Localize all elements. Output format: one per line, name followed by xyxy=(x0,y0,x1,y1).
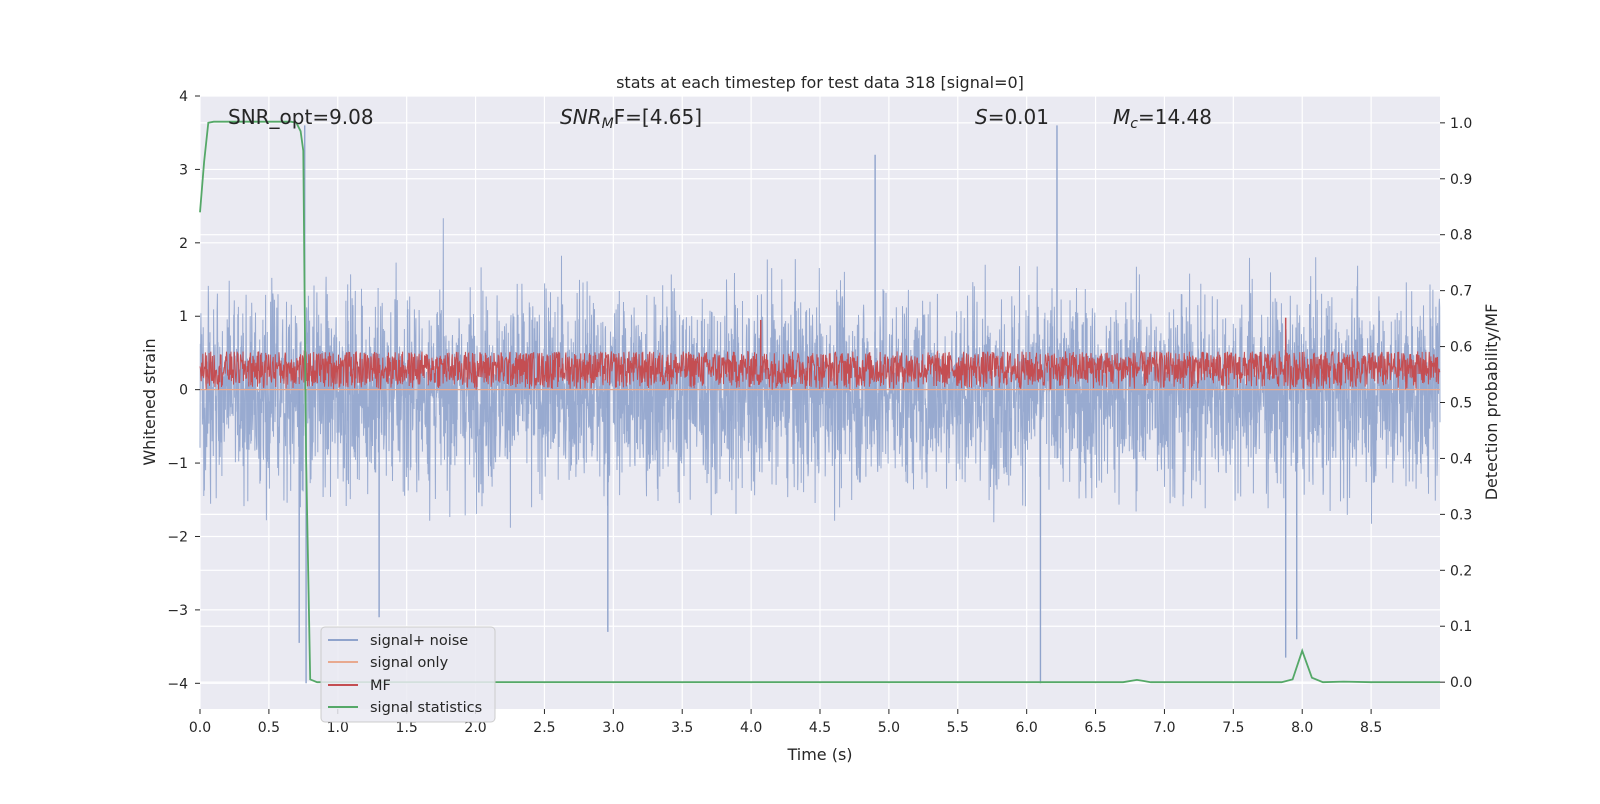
x-tick-label: 8.0 xyxy=(1291,720,1313,736)
x-tick-label: 2.0 xyxy=(464,720,486,736)
series-signal-noise xyxy=(199,125,1441,684)
x-tick-label: 6.0 xyxy=(1016,720,1038,736)
x-tick-label: 0.0 xyxy=(189,720,211,736)
x-tick-label: 6.5 xyxy=(1084,720,1106,736)
y-right-tick-label: 0.2 xyxy=(1450,563,1472,579)
x-tick-label: 1.5 xyxy=(396,720,418,736)
x-tick-label: 8.5 xyxy=(1360,720,1382,736)
mf-line xyxy=(199,350,1441,391)
annotation-mc: Mc=14.48 xyxy=(1113,105,1212,132)
legend-label-signal-noise: signal+ noise xyxy=(370,633,468,649)
y-left-tick-label: −2 xyxy=(167,529,188,545)
y-right-tick-label: 0.1 xyxy=(1450,619,1472,635)
x-tick-label: 7.5 xyxy=(1222,720,1244,736)
y-left-tick-label: 3 xyxy=(179,162,188,178)
y-left-tick-label: −1 xyxy=(167,456,188,472)
x-tick-label: 3.5 xyxy=(671,720,693,736)
y-right-tick-label: 0.8 xyxy=(1450,228,1472,244)
legend-box xyxy=(320,626,496,723)
annotation-snr-opt: SNR_opt=9.08 xyxy=(228,105,374,129)
y-right-tick-label: 0.0 xyxy=(1450,675,1472,691)
x-tick-label: 4.0 xyxy=(740,720,762,736)
x-tick-label: 5.5 xyxy=(947,720,969,736)
legend: signal+ noise signal only MF signal stat… xyxy=(320,626,496,723)
y-right-tick-label: 0.3 xyxy=(1450,507,1472,523)
x-axis-ticks: 0.0 0.5 1.0 1.5 2.0 2.5 3.0 3.5 4.0 4.5 5.0 5.5 6.0 6… xyxy=(189,709,1382,736)
annotation-s: S=0.01 xyxy=(975,105,1049,129)
y-axis-right-label: Detection probability/MF xyxy=(1482,304,1501,501)
x-tick-label: 5.0 xyxy=(878,720,900,736)
series-mf xyxy=(199,317,1441,391)
y-left-tick-label: 2 xyxy=(179,236,188,252)
x-tick-label: 3.0 xyxy=(602,720,624,736)
x-tick-label: 2.5 xyxy=(533,720,555,736)
y-right-tick-label: 0.4 xyxy=(1450,451,1472,467)
y-right-tick-label: 0.6 xyxy=(1450,340,1472,356)
x-tick-label: 0.5 xyxy=(258,720,280,736)
legend-label-signal-only: signal only xyxy=(370,655,449,671)
x-tick-label: 1.0 xyxy=(327,720,349,736)
y-left-tick-label: 1 xyxy=(179,309,188,325)
y-axis-left-label: Whitened strain xyxy=(140,338,159,465)
x-tick-label: 7.0 xyxy=(1153,720,1175,736)
legend-label-mf: MF xyxy=(370,678,391,694)
y-axis-left-ticks: 4 3 2 1 0 −1 −2 −3 −4 xyxy=(167,89,200,692)
y-right-tick-label: 0.5 xyxy=(1450,396,1472,412)
signal-statistics-line xyxy=(199,120,1440,684)
x-tick-label: 4.5 xyxy=(809,720,831,736)
y-left-tick-label: 4 xyxy=(179,89,188,105)
y-right-tick-label: 0.7 xyxy=(1450,284,1472,300)
series-signal-statistics xyxy=(199,120,1440,684)
y-axis-right-ticks: 1.0 0.9 0.8 0.7 0.6 0.5 0.4 0.3 0.2 0.1 0.0 xyxy=(1440,116,1472,691)
signal-noise-line xyxy=(199,218,1441,528)
chart-title: stats at each timestep for test data 318… xyxy=(616,73,1024,92)
x-axis-label: Time (s) xyxy=(786,745,852,764)
y-right-tick-label: 0.9 xyxy=(1450,172,1472,188)
y-right-tick-label: 1.0 xyxy=(1450,116,1472,132)
y-left-tick-label: −3 xyxy=(167,603,188,619)
annotation-snr-mf: SNRMF=[4.65] xyxy=(560,105,702,132)
y-left-tick-label: −4 xyxy=(167,676,188,692)
legend-label-signal-statistics: signal statistics xyxy=(370,700,482,716)
y-left-tick-label: 0 xyxy=(179,383,188,399)
